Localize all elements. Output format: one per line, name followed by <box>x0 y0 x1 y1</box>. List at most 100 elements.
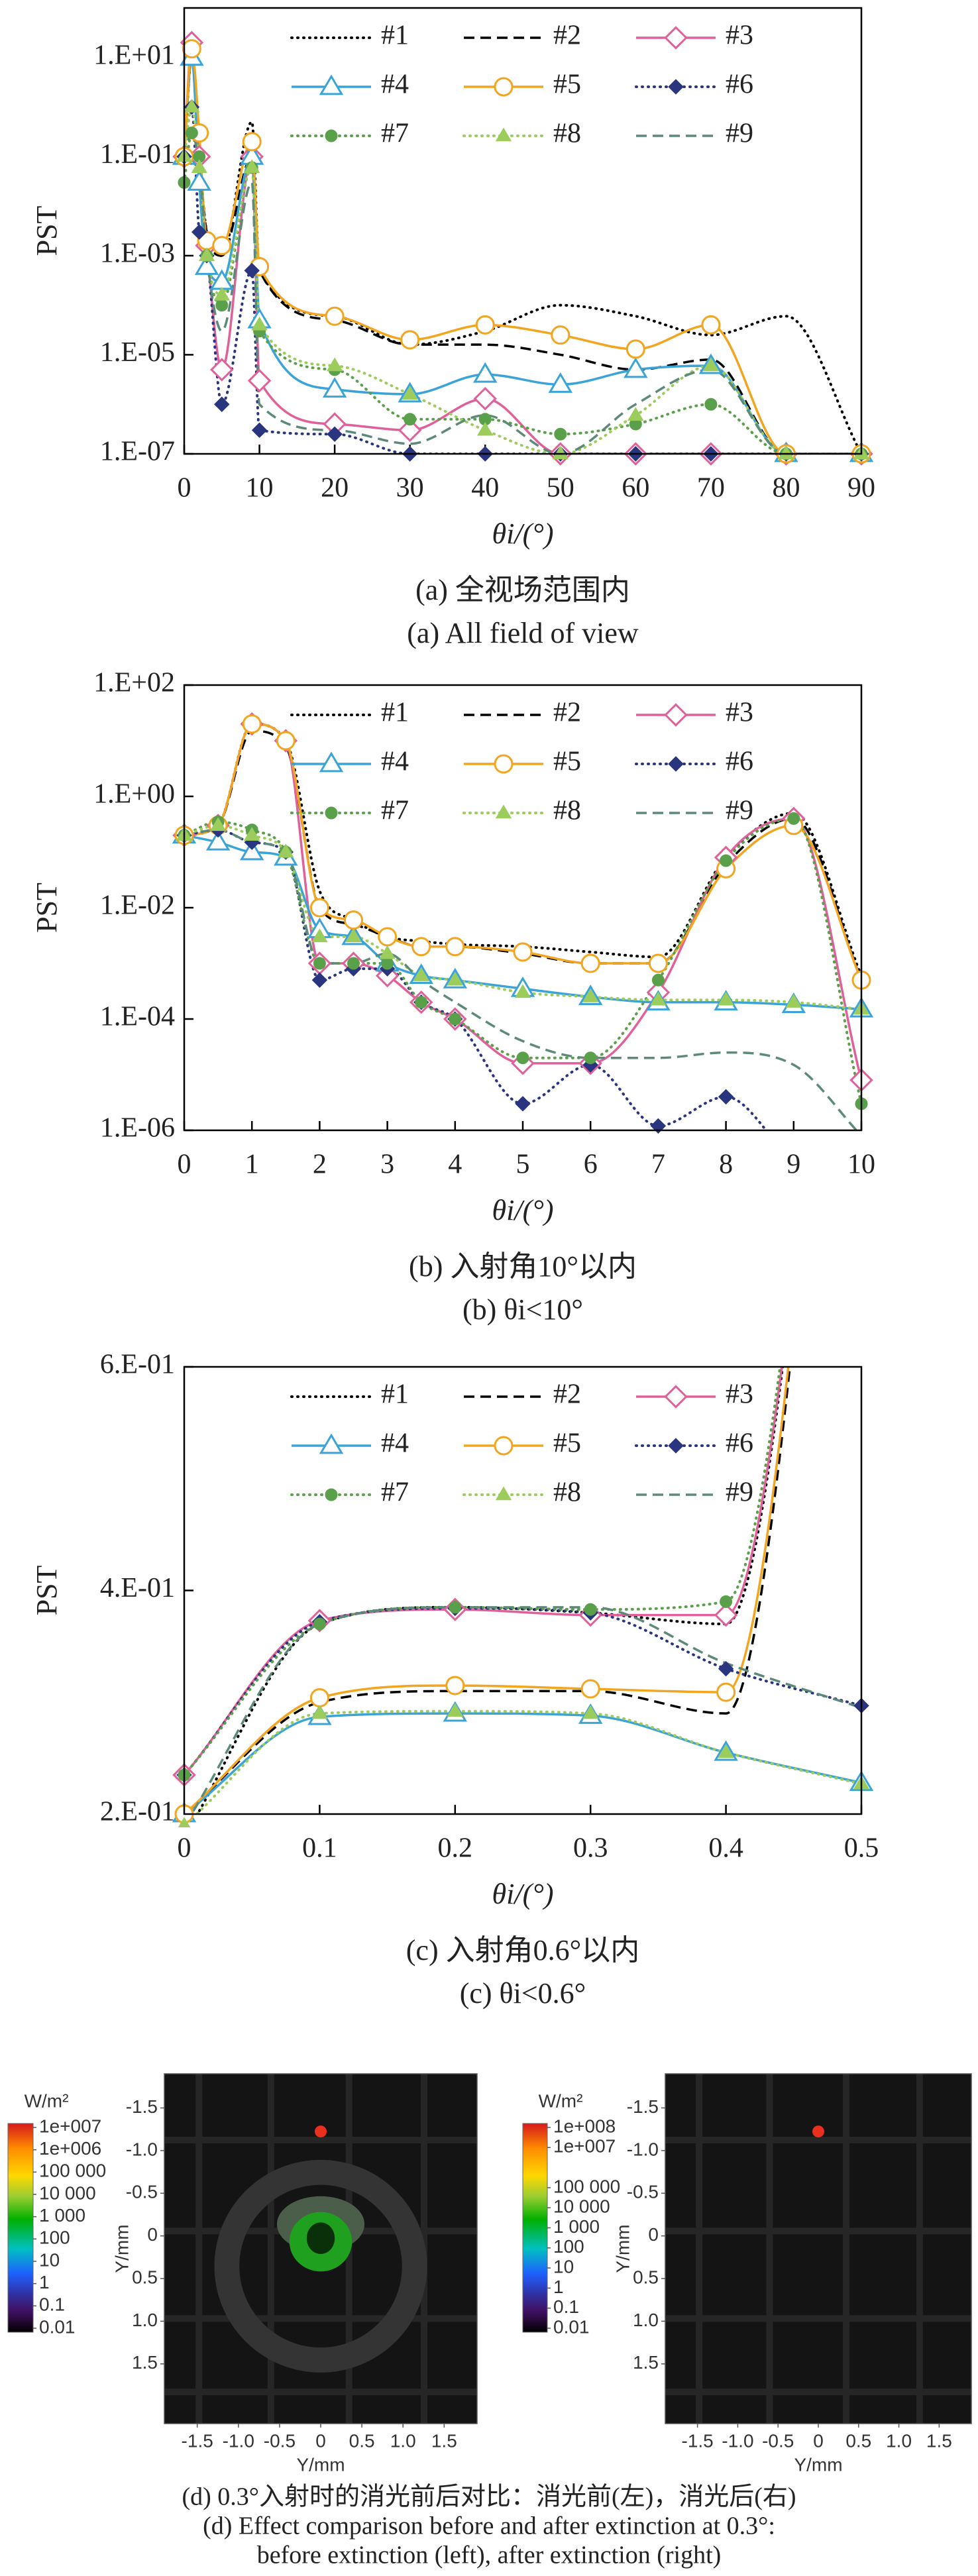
heatmap-stripe <box>164 2137 477 2144</box>
y-tick-label: 1.E+00 <box>93 779 175 810</box>
x-tick-label: 8 <box>719 1150 733 1180</box>
y-tick-label: 1.E-03 <box>100 239 175 269</box>
marker <box>311 1705 328 1719</box>
legend-label: #8 <box>553 796 581 826</box>
marker <box>325 306 345 326</box>
colorbar-tick-label: 10 000 <box>39 2182 96 2203</box>
marker <box>580 953 600 973</box>
x-tick-label: 0.3 <box>573 1833 608 1864</box>
marker <box>187 170 211 191</box>
heatmap-stripe <box>267 2074 274 2424</box>
marker <box>714 1603 738 1627</box>
marker <box>449 1601 462 1614</box>
marker <box>516 1051 529 1065</box>
marker <box>473 386 497 411</box>
legend-label: #3 <box>726 698 753 728</box>
legend-label: #5 <box>553 1428 581 1459</box>
colorbar-tick-label: 100 000 <box>39 2161 106 2181</box>
marker <box>702 357 720 372</box>
marker <box>325 1488 338 1501</box>
x-axis-title: Y/mm <box>794 2454 842 2475</box>
colorbar-tick-label: 1 <box>39 2272 50 2292</box>
marker <box>313 957 326 970</box>
y-tick-label: 1.5 <box>633 2352 659 2373</box>
legend-label: #2 <box>553 21 581 51</box>
marker <box>243 827 260 841</box>
marker <box>319 1433 344 1454</box>
y-tick-label: 0.5 <box>132 2267 158 2287</box>
caption: (a) All field of view <box>407 617 639 649</box>
x-tick-label: 70 <box>697 473 725 504</box>
marker <box>344 910 363 930</box>
legend-label: #9 <box>726 796 753 826</box>
marker <box>472 362 498 383</box>
heatmap-stripe <box>195 2074 203 2424</box>
x-axis-title: θi/(°) <box>492 1194 554 1226</box>
marker <box>194 254 219 275</box>
x-tick-label: -0.5 <box>762 2430 794 2451</box>
heatmap-ring <box>214 2159 427 2373</box>
marker <box>515 1096 531 1112</box>
legend-label: #8 <box>553 1477 581 1508</box>
marker <box>720 1595 733 1608</box>
marker <box>554 427 567 441</box>
marker <box>309 1688 329 1707</box>
colorbar-tick-label: 1 000 <box>39 2205 85 2226</box>
figure-caption: (d) 0.3°入射时的消光前后对比：消光前(左)，消光后(右) <box>182 2483 796 2511</box>
marker <box>650 991 667 1006</box>
marker <box>718 1089 734 1105</box>
colorbar-tick-label: 100 000 <box>553 2176 620 2196</box>
y-axis-title: Y/mm <box>111 2224 132 2273</box>
y-tick-label: 1.0 <box>132 2310 158 2330</box>
y-tick-label: 1.E-06 <box>100 1113 175 1144</box>
x-tick-label: 1.5 <box>926 2430 952 2451</box>
y-tick-label: 1.E+02 <box>93 668 175 698</box>
marker <box>205 830 231 851</box>
marker <box>402 386 418 400</box>
series-markers <box>172 30 874 466</box>
marker <box>325 806 338 820</box>
legend-label: #5 <box>553 70 581 100</box>
heatmap-stripe <box>665 2388 971 2396</box>
marker <box>381 957 394 970</box>
colorbar-tick-label: 1 <box>553 2277 564 2297</box>
x-axis-title: θi/(°) <box>492 1878 554 1910</box>
colorbar-tick-label: 100 <box>39 2227 70 2248</box>
x-tick-label: 10 <box>847 1150 875 1180</box>
marker <box>345 928 362 943</box>
marker <box>476 421 494 436</box>
marker <box>251 316 268 331</box>
heatmap-blob-core <box>306 2222 335 2254</box>
series-line <box>184 1367 791 1814</box>
x-tick-label: 20 <box>321 473 349 504</box>
x-tick-label: 6 <box>584 1150 598 1180</box>
heatmap-stripe <box>916 2074 923 2424</box>
y-tick-label: -1.5 <box>126 2096 158 2117</box>
marker <box>400 330 420 350</box>
series-line <box>184 41 861 454</box>
figure-caption: before extinction (left), after extincti… <box>257 2542 722 2569</box>
series-line <box>184 47 861 454</box>
y-tick-label: 2.E-01 <box>100 1797 175 1827</box>
x-tick-label: 1.0 <box>886 2430 912 2451</box>
colorbar <box>522 2123 548 2333</box>
marker <box>720 854 733 867</box>
marker <box>494 754 514 774</box>
colorbar-label: W/m² <box>539 2090 583 2111</box>
colorbar-tick-label: 1e+008 <box>553 2116 616 2136</box>
marker <box>411 937 431 957</box>
y-tick-label: 1.E-02 <box>100 890 175 921</box>
x-tick-label: 0.5 <box>349 2430 375 2451</box>
legend-label: #5 <box>553 747 581 777</box>
marker <box>326 357 343 372</box>
marker <box>668 756 684 772</box>
legend-label: #8 <box>553 119 581 149</box>
y-tick-label: 1.5 <box>132 2352 158 2373</box>
colorbar-tick-label: 1e+007 <box>553 2136 616 2157</box>
marker <box>582 989 599 1002</box>
marker <box>625 339 645 359</box>
y-tick-label: 1.E-05 <box>100 337 175 368</box>
x-tick-label: 40 <box>471 473 499 504</box>
x-axis-title: Y/mm <box>296 2454 345 2475</box>
x-tick-label: -1.0 <box>722 2430 753 2451</box>
